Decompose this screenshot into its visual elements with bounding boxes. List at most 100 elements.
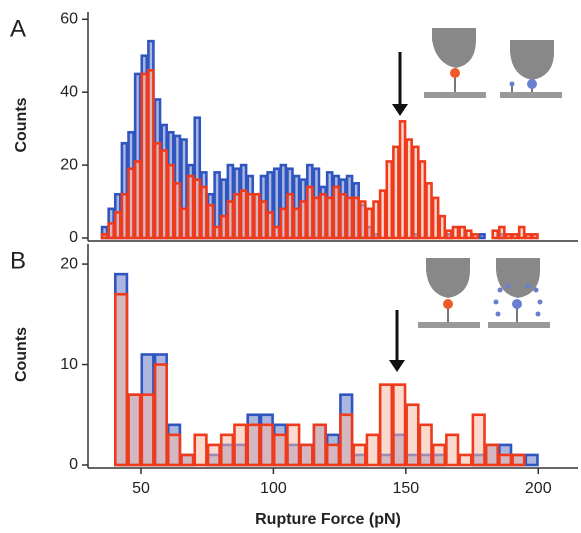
bar (334, 187, 339, 238)
bar (182, 209, 187, 238)
bead (443, 299, 453, 309)
inset-b (389, 258, 550, 372)
tip (510, 40, 554, 80)
y-tick-label: 0 (69, 456, 78, 473)
bead (510, 82, 515, 87)
panel-label: A (10, 15, 26, 42)
bar (274, 227, 279, 238)
bar (466, 231, 471, 238)
bar (208, 205, 213, 238)
bar (228, 202, 233, 238)
y-tick-label: 60 (60, 11, 78, 28)
surface (424, 92, 486, 98)
x-tick-label: 150 (392, 480, 419, 497)
bar (354, 198, 359, 238)
bar (407, 405, 419, 465)
bar (301, 202, 306, 238)
bar (129, 169, 134, 238)
bar (473, 415, 485, 465)
bar (354, 445, 366, 465)
y-tick-label: 0 (69, 229, 78, 246)
bar (155, 365, 167, 465)
bar (168, 165, 173, 238)
bar (142, 74, 147, 238)
x-axis-title: Rupture Force (pN) (255, 511, 401, 528)
bar (367, 209, 372, 238)
bar (215, 227, 220, 238)
bar (248, 425, 260, 465)
bar (234, 425, 246, 465)
bar (109, 223, 114, 238)
bar (274, 435, 286, 465)
bar (221, 216, 226, 238)
bar (188, 176, 193, 238)
bar (433, 198, 438, 238)
bar (208, 445, 220, 465)
surface (418, 322, 480, 328)
bar (248, 194, 253, 238)
tip (496, 258, 540, 298)
bar (532, 234, 537, 238)
bead (450, 68, 460, 78)
bar (486, 445, 498, 465)
bar (347, 198, 352, 238)
bar (407, 140, 412, 238)
bar (135, 161, 140, 238)
bar (440, 216, 445, 238)
bar (387, 161, 392, 238)
bar (473, 234, 478, 238)
bar (201, 187, 206, 238)
bar (433, 445, 445, 465)
bar (162, 151, 167, 238)
arrow-head (389, 360, 405, 372)
x-tick-label: 50 (132, 480, 150, 497)
y-tick-label: 10 (60, 356, 78, 373)
x-tick-label: 200 (525, 480, 552, 497)
bar (460, 455, 472, 465)
bar (287, 425, 299, 465)
bar (182, 455, 194, 465)
bar (115, 212, 120, 238)
bar (367, 435, 379, 465)
bar (148, 70, 153, 238)
bar (281, 209, 286, 238)
bar (261, 202, 266, 238)
bar (307, 187, 312, 238)
bar (400, 121, 405, 238)
bar (241, 191, 246, 238)
chart: 0204060CountsA0102050100150200CountsBRup… (0, 0, 581, 533)
bar (268, 212, 273, 238)
bar (254, 194, 259, 238)
bar (261, 425, 273, 465)
bar (115, 294, 127, 465)
bar (175, 183, 180, 238)
bar (420, 425, 432, 465)
bar (374, 202, 379, 238)
inset-a (392, 28, 562, 116)
bar (360, 202, 365, 238)
bar (195, 180, 200, 238)
bar (129, 395, 141, 465)
bar (420, 161, 425, 238)
bar (446, 231, 451, 238)
bar (301, 445, 313, 465)
bar (287, 194, 292, 238)
bar (526, 234, 531, 238)
bar (453, 227, 458, 238)
bar (168, 435, 180, 465)
bar (327, 198, 332, 238)
bar (327, 445, 339, 465)
y-tick-label: 20 (60, 255, 78, 272)
bar (393, 385, 405, 465)
bar (506, 234, 511, 238)
arrow-head (392, 104, 408, 116)
bar (294, 209, 299, 238)
bar (195, 435, 207, 465)
bar (122, 194, 127, 238)
bar (221, 435, 233, 465)
bar (427, 183, 432, 238)
bar (499, 227, 504, 238)
bar (513, 455, 525, 465)
bar (102, 234, 107, 238)
tip (426, 258, 470, 298)
